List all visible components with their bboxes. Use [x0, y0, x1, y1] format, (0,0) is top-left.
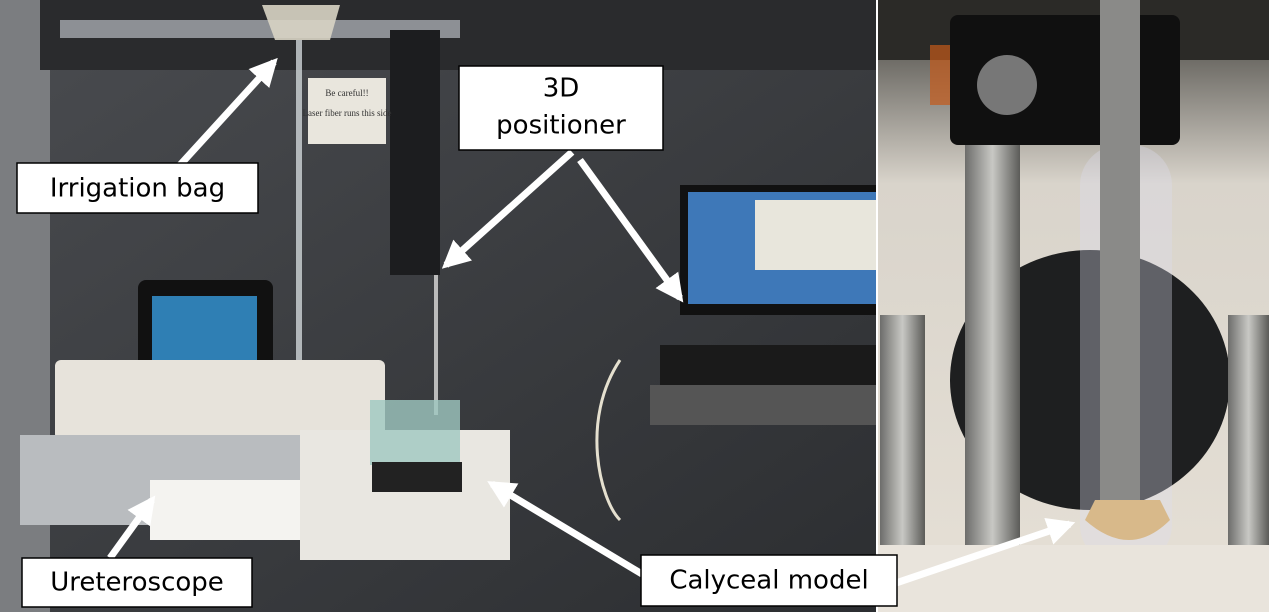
label-text: Calyceal model: [669, 566, 868, 596]
label-text: Ureteroscope: [50, 568, 224, 598]
label-text: Irrigation bag: [50, 174, 225, 204]
label-calyceal-model: Calyceal model: [641, 555, 897, 606]
label-3d-positioner: 3D positioner: [459, 66, 663, 150]
closeup-photo: [878, 0, 1269, 612]
sign-text: Be careful!!: [325, 88, 368, 98]
label-text: 3D: [543, 74, 580, 104]
lab-photo: Be careful!! Laser fiber runs this side: [0, 0, 876, 612]
sign-text: Laser fiber runs this side: [303, 108, 392, 118]
label-text: positioner: [496, 111, 626, 141]
label-ureteroscope: Ureteroscope: [22, 558, 252, 607]
figure: Be careful!! Laser fiber runs this side: [0, 0, 1269, 612]
label-irrigation-bag: Irrigation bag: [17, 163, 258, 213]
